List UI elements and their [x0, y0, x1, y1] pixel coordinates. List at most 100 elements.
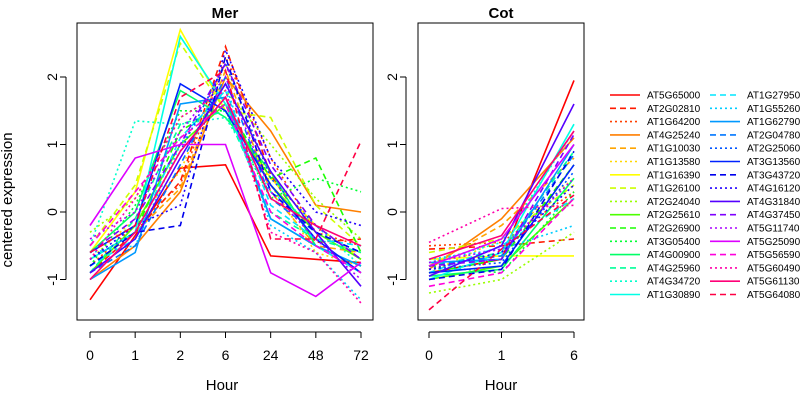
legend-item-at5g11740: AT5G11740	[710, 224, 800, 235]
y-axis-mer: -1 0 1 2	[44, 73, 67, 286]
legend-item-at5g61130: AT5G61130	[710, 277, 800, 288]
legend: AT5G65000 AT2G02810 AT1G64200 AT4G25240 AT1G…	[610, 91, 800, 301]
legend-item-at1g26100: AT1G26100	[610, 184, 701, 195]
series-line-at1g10030	[428, 157, 575, 267]
legend-label: AT2G04780	[747, 130, 800, 141]
legend-item-at2g25610: AT2G25610	[610, 210, 701, 221]
series-line-at5g11740	[428, 177, 575, 264]
y-tick-label: -1	[384, 273, 400, 286]
legend-item-at1g10030: AT1G10030	[610, 144, 701, 155]
series-line-at5g64080	[89, 69, 362, 254]
series-line-at5g60490	[89, 89, 362, 304]
legend-label: AT2G25610	[647, 210, 701, 221]
series-line-at3g13560	[428, 164, 575, 274]
legend-item-at4g37450: AT4G37450	[710, 210, 800, 221]
series-line-at5g25090	[428, 144, 575, 267]
legend-label: AT2G02810	[647, 104, 701, 115]
series-line-at4g16120	[428, 184, 575, 271]
x-axis-label-mer: Hour	[206, 377, 239, 394]
x-axis-label-cot: Hour	[485, 377, 518, 394]
series-line-at4g31840	[428, 103, 575, 277]
y-axis-cot: -1 0 1 2	[384, 73, 407, 286]
y-tick-label: -1	[44, 273, 60, 286]
series-line-at3g13560	[89, 82, 362, 274]
legend-label: AT1G64200	[647, 117, 701, 128]
series-line-at5g65000	[89, 163, 362, 301]
legend-item-at4g00900: AT4G00900	[610, 250, 701, 261]
legend-item-at1g62790: AT1G62790	[710, 117, 800, 128]
series-line-at4g34720	[428, 130, 575, 264]
legend-item-at2g02810: AT2G02810	[610, 104, 701, 115]
legend-item-at4g34720: AT4G34720	[610, 277, 701, 288]
legend-item-at2g04780: AT2G04780	[710, 130, 800, 141]
legend-item-at4g25960: AT4G25960	[610, 263, 701, 274]
legend-label: AT1G55260	[747, 104, 800, 115]
legend-item-at4g25240: AT4G25240	[610, 130, 701, 141]
series-lines-mer	[89, 27, 362, 304]
legend-label: AT4G25960	[647, 263, 701, 274]
legend-item-at1g16390: AT1G16390	[610, 170, 701, 181]
legend-item-at1g55260: AT1G55260	[710, 104, 800, 115]
panel-title-cot: Cot	[489, 5, 514, 22]
legend-label: AT5G65000	[647, 91, 701, 102]
series-line-at5g56590	[428, 197, 575, 288]
legend-item-at5g65000: AT5G65000	[610, 91, 701, 102]
legend-label: AT4G34720	[647, 277, 701, 288]
legend-label: AT1G30890	[647, 290, 701, 301]
legend-label: AT5G60490	[747, 263, 800, 274]
legend-item-at4g31840: AT4G31840	[710, 197, 800, 208]
legend-label: AT1G26100	[647, 184, 701, 195]
legend-item-at5g25090: AT5G25090	[710, 237, 800, 248]
x-axis-cot: 0 1 6	[425, 331, 578, 363]
series-line-at2g04780	[428, 154, 575, 267]
legend-label: AT4G00900	[647, 250, 701, 261]
legend-label: AT5G25090	[747, 237, 800, 248]
legend-item-at2g24040: AT2G24040	[610, 197, 701, 208]
plot-frame-mer	[76, 22, 374, 321]
y-tick-label: 1	[384, 140, 400, 148]
series-lines-cot	[428, 80, 575, 311]
legend-item-at1g13580: AT1G13580	[610, 157, 701, 168]
legend-label: AT3G43720	[747, 170, 800, 181]
legend-item-at2g25060: AT2G25060	[710, 144, 800, 155]
x-tick-label: 1	[498, 347, 506, 363]
x-axis-mer: 0 1 2 6 24 48 72	[86, 331, 369, 363]
y-tick-label: 2	[384, 73, 400, 81]
legend-label: AT1G62790	[747, 117, 800, 128]
series-line-at5g64080	[428, 194, 575, 311]
series-line-at4g37450	[428, 133, 575, 267]
y-tick-label: 0	[44, 208, 60, 216]
x-tick-label: 2	[176, 347, 184, 363]
legend-item-at3g43720: AT3G43720	[710, 170, 800, 181]
series-line-at5g61130	[89, 95, 362, 281]
series-line-at2g24040	[428, 231, 575, 294]
legend-label: AT5G56590	[747, 250, 800, 261]
legend-label: AT5G64080	[747, 290, 800, 301]
legend-label: AT1G10030	[647, 144, 701, 155]
series-line-at5g65000	[428, 80, 575, 274]
x-tick-label: 0	[86, 347, 94, 363]
x-tick-label: 48	[308, 347, 324, 363]
panel-cot: Cot 0 1 6 -1 0 1 2 Hour	[384, 5, 585, 394]
legend-label: AT3G05400	[647, 237, 701, 248]
series-line-at5g11740	[89, 75, 362, 281]
x-tick-label: 1	[131, 347, 139, 363]
legend-label: AT4G25240	[647, 130, 701, 141]
legend-label: AT2G26900	[647, 224, 701, 235]
legend-label: AT1G16390	[647, 170, 701, 181]
y-tick-label: 2	[44, 73, 60, 81]
legend-item-at2g26900: AT2G26900	[610, 224, 701, 235]
legend-label: AT4G16120	[747, 184, 800, 195]
legend-label: AT5G61130	[747, 277, 800, 288]
series-line-at5g60490	[428, 204, 575, 244]
legend-item-at3g13560: AT3G13560	[710, 157, 800, 168]
legend-item-at3g05400: AT3G05400	[610, 237, 701, 248]
y-axis-label: centered expression	[0, 132, 16, 267]
legend-label: AT5G11740	[747, 224, 800, 235]
series-line-at1g55260	[89, 82, 362, 301]
x-tick-label: 6	[222, 347, 230, 363]
series-line-at3g43720	[428, 150, 575, 281]
y-tick-label: 0	[384, 208, 400, 216]
series-line-at3g05400	[428, 191, 575, 274]
legend-item-at1g27950: AT1G27950	[710, 91, 800, 102]
